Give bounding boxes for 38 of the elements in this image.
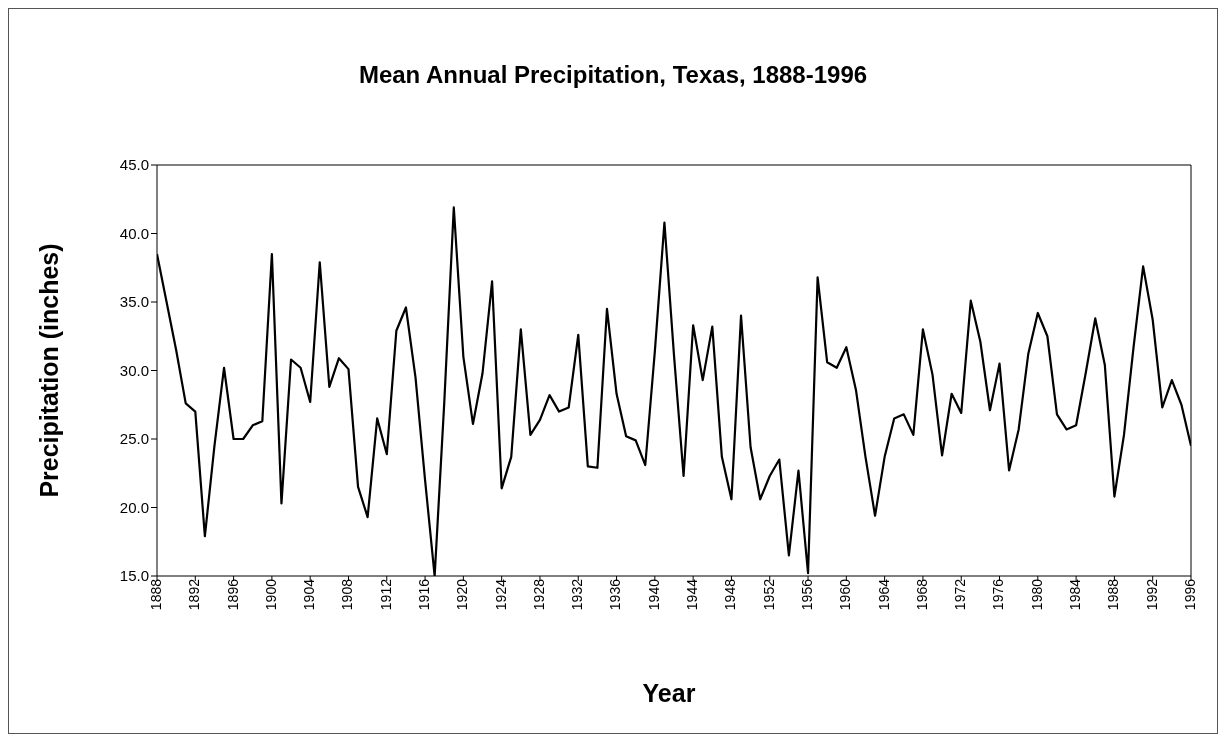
y-tick-label: 20.0 <box>119 498 149 516</box>
x-tick-label: 1916 <box>416 578 433 611</box>
x-tick-label: 1920 <box>454 578 471 611</box>
y-tick-label: 40.0 <box>119 224 149 242</box>
x-tick-label: 1924 <box>492 578 509 611</box>
x-tick-label: 1912 <box>377 578 394 611</box>
y-tick-label: 35.0 <box>119 293 149 311</box>
x-tick-label: 1980 <box>1028 578 1045 611</box>
y-tick-label: 45.0 <box>119 156 149 174</box>
x-tick-label: 1888 <box>147 578 164 611</box>
x-tick-label: 1892 <box>186 578 203 611</box>
x-tick-label: 1904 <box>301 578 318 611</box>
x-tick-label: 1956 <box>798 578 815 611</box>
chart-title: Mean Annual Precipitation, Texas, 1888-1996 <box>357 61 869 89</box>
x-tick-label: 1948 <box>722 578 739 611</box>
x-tick-label: 1944 <box>684 578 701 611</box>
y-tick-label: 15.0 <box>119 567 149 585</box>
x-tick-label: 1976 <box>990 578 1007 611</box>
x-tick-label: 1896 <box>224 578 241 611</box>
x-tick-label: 1972 <box>952 578 969 611</box>
y-tick-label: 25.0 <box>119 430 149 448</box>
x-tick-label: 1968 <box>913 578 930 611</box>
x-tick-label: 1952 <box>760 578 777 611</box>
x-tick-label: 1932 <box>569 578 586 611</box>
x-tick-label: 1992 <box>1143 578 1160 611</box>
x-tick-label: 1940 <box>645 578 662 611</box>
y-tick-label: 30.0 <box>119 361 149 379</box>
x-tick-label: 1960 <box>837 578 854 611</box>
x-tick-label: 1928 <box>530 578 547 611</box>
x-tick-label: 1984 <box>1067 578 1084 611</box>
x-tick-label: 1908 <box>339 578 356 611</box>
x-axis-title: Year <box>641 679 697 708</box>
x-tick-label: 1988 <box>1105 578 1122 611</box>
x-tick-label: 1964 <box>875 578 892 611</box>
y-axis-title: Precipitation (inches) <box>34 242 64 498</box>
x-tick-label: 1900 <box>262 578 279 611</box>
x-tick-label: 1936 <box>607 578 624 611</box>
x-tick-label: 1996 <box>1181 578 1198 611</box>
